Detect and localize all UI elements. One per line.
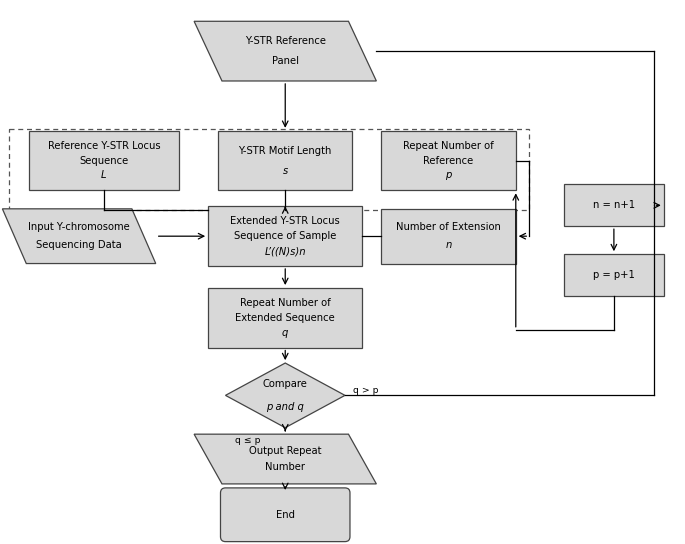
- Text: n: n: [445, 240, 451, 250]
- Text: q: q: [282, 327, 288, 338]
- Text: p: p: [445, 170, 451, 181]
- Text: Input Y-chromosome: Input Y-chromosome: [28, 222, 130, 232]
- Text: Sequence: Sequence: [79, 156, 129, 165]
- Polygon shape: [194, 21, 376, 81]
- Text: Reference: Reference: [423, 156, 474, 165]
- Text: Repeat Number of: Repeat Number of: [240, 298, 331, 308]
- Text: Extended Sequence: Extended Sequence: [236, 313, 335, 323]
- Bar: [10, 129, 530, 211]
- Text: p and q: p and q: [266, 401, 304, 412]
- Text: L’((N)s)n: L’((N)s)n: [264, 246, 306, 256]
- FancyBboxPatch shape: [29, 131, 179, 190]
- FancyBboxPatch shape: [382, 209, 516, 263]
- Text: Sequence of Sample: Sequence of Sample: [234, 231, 336, 241]
- Text: End: End: [276, 510, 295, 520]
- FancyBboxPatch shape: [218, 131, 353, 190]
- Text: L: L: [101, 170, 107, 181]
- FancyBboxPatch shape: [208, 206, 362, 266]
- Polygon shape: [225, 363, 345, 428]
- Text: Number of Extension: Number of Extension: [396, 222, 501, 232]
- Text: Repeat Number of: Repeat Number of: [403, 141, 494, 151]
- Polygon shape: [194, 434, 376, 484]
- Text: Extended Y-STR Locus: Extended Y-STR Locus: [230, 217, 340, 226]
- FancyBboxPatch shape: [382, 131, 516, 190]
- Text: s: s: [283, 165, 288, 176]
- FancyBboxPatch shape: [208, 288, 362, 348]
- Text: Y-STR Motif Length: Y-STR Motif Length: [238, 146, 332, 156]
- Text: Sequencing Data: Sequencing Data: [36, 240, 122, 250]
- FancyBboxPatch shape: [564, 254, 664, 296]
- Text: Output Repeat: Output Repeat: [249, 446, 321, 456]
- Text: Number: Number: [265, 462, 306, 472]
- FancyBboxPatch shape: [564, 184, 664, 226]
- Text: p = p+1: p = p+1: [593, 270, 635, 280]
- FancyBboxPatch shape: [221, 488, 350, 542]
- Text: Reference Y-STR Locus: Reference Y-STR Locus: [48, 141, 160, 151]
- Text: q > p: q > p: [353, 386, 378, 395]
- Polygon shape: [2, 209, 155, 263]
- Text: Compare: Compare: [263, 379, 308, 389]
- Text: Y-STR Reference: Y-STR Reference: [245, 36, 326, 46]
- Text: Panel: Panel: [272, 56, 299, 66]
- Text: n = n+1: n = n+1: [593, 200, 635, 211]
- Text: q ≤ p: q ≤ p: [235, 436, 260, 444]
